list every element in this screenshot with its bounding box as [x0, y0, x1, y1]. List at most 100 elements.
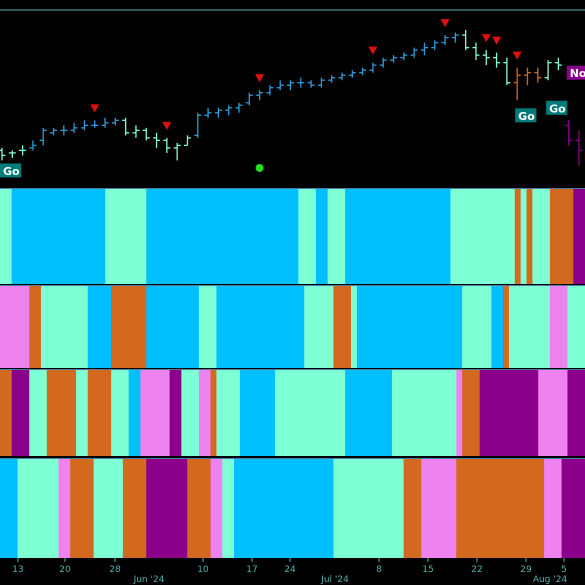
ohlc-bar [472, 42, 480, 61]
signal-label: Go [546, 100, 568, 115]
month-label: Jul '24 [320, 575, 349, 585]
signal-label-bg [566, 65, 585, 80]
signal-label-bg [515, 108, 537, 123]
ohlc-bar [420, 42, 428, 56]
band-segment [0, 286, 30, 368]
band-segment [216, 286, 305, 368]
band-segment [450, 189, 516, 284]
band-segment [0, 189, 12, 284]
day-tick-label: 28 [109, 565, 121, 575]
band-segment [58, 459, 71, 558]
down-arrow-marker [368, 46, 378, 55]
ohlc-bar [359, 67, 367, 76]
band-segment [549, 286, 568, 368]
band-segment [345, 189, 451, 284]
ohlc-bar [297, 77, 305, 88]
band-segment [187, 459, 211, 558]
ohlc-bar [256, 90, 264, 101]
ohlc-bar [225, 105, 233, 116]
band-segment [479, 459, 545, 558]
band-segment [111, 286, 147, 368]
band-segment [345, 370, 393, 456]
ohlc-bar [39, 127, 47, 146]
band-segment [146, 189, 299, 284]
ohlc-bar [194, 112, 202, 138]
band-segment [391, 370, 457, 456]
ohlc-bar [482, 50, 490, 66]
signal-label-bg [546, 100, 568, 115]
ohlc-bar [307, 80, 315, 88]
band-segment [198, 370, 211, 456]
day-tick-label: 29 [520, 565, 532, 575]
indicator-band [0, 458, 585, 558]
price-panel: Go Go Go NoGo [0, 0, 585, 188]
ohlc-bar [204, 107, 212, 118]
ohlc-bar [534, 67, 542, 83]
ohlc-bar [369, 62, 377, 73]
band-segment [491, 286, 504, 368]
band-segment [140, 370, 170, 456]
band-segment [304, 286, 334, 368]
band-segment [46, 370, 77, 456]
signal-label-text: Go [549, 102, 566, 115]
ohlc-bar [287, 80, 294, 91]
band-segment [544, 459, 562, 558]
band-segment [573, 189, 585, 284]
signal-label-text: Go [3, 165, 20, 178]
ohlc-bar [441, 35, 449, 46]
signal-label: Go [515, 108, 537, 123]
band-segment [234, 459, 334, 558]
indicator-band [0, 285, 585, 368]
ohlc-bar [235, 102, 243, 113]
x-axis: 13 20 28 10 17 24 8 15 22 29 5 Jun '24 Jul '24 Aug '2… [0, 558, 585, 585]
band-segment [87, 286, 112, 368]
ohlc-bar [451, 32, 459, 43]
ohlc-bar [8, 150, 16, 158]
band-segment [146, 286, 200, 368]
band-segment [567, 286, 585, 368]
ohlc-bar [122, 117, 130, 136]
down-arrow-marker [440, 19, 450, 28]
band-segment [11, 370, 30, 456]
band-segment [70, 459, 94, 558]
band-segment [128, 370, 141, 456]
band-segment [561, 459, 585, 558]
band-segment [105, 189, 147, 284]
ohlc-bar [0, 147, 6, 161]
day-tick-label: 8 [376, 565, 382, 575]
band-segment [333, 286, 352, 368]
ohlc-bar [554, 57, 562, 71]
band-segment [0, 459, 18, 558]
ohlc-bar [431, 40, 439, 51]
band-segment [503, 286, 510, 368]
signal-label: Go [0, 163, 22, 178]
down-arrow-marker [512, 51, 522, 60]
band-segment [40, 286, 89, 368]
ohlc-bar [276, 80, 284, 91]
band-segment [462, 286, 492, 368]
band-segment [87, 370, 112, 456]
dot-marker [255, 163, 264, 172]
band-segment [29, 286, 42, 368]
month-label: Jun '24 [133, 575, 165, 585]
ohlc-bar [544, 60, 552, 81]
ohlc-bar [338, 72, 346, 81]
band-segment [462, 370, 480, 456]
ohlc-bar [400, 52, 408, 61]
ohlc-bar [91, 120, 99, 128]
band-segment [181, 370, 200, 456]
band-segment [76, 370, 89, 456]
ohlc-bar [493, 52, 501, 68]
ohlc-bar [214, 107, 222, 118]
day-tick-label: 17 [246, 565, 257, 575]
ohlc-bar [379, 57, 387, 68]
band-segment [239, 370, 276, 456]
ohlc-bar [328, 75, 336, 83]
down-arrow-marker [492, 36, 502, 45]
band-segment [356, 286, 463, 368]
day-tick-label: 10 [197, 565, 209, 575]
ohlc-bar [410, 47, 418, 58]
ohlc-bar [60, 125, 68, 136]
band-segment [216, 370, 241, 456]
